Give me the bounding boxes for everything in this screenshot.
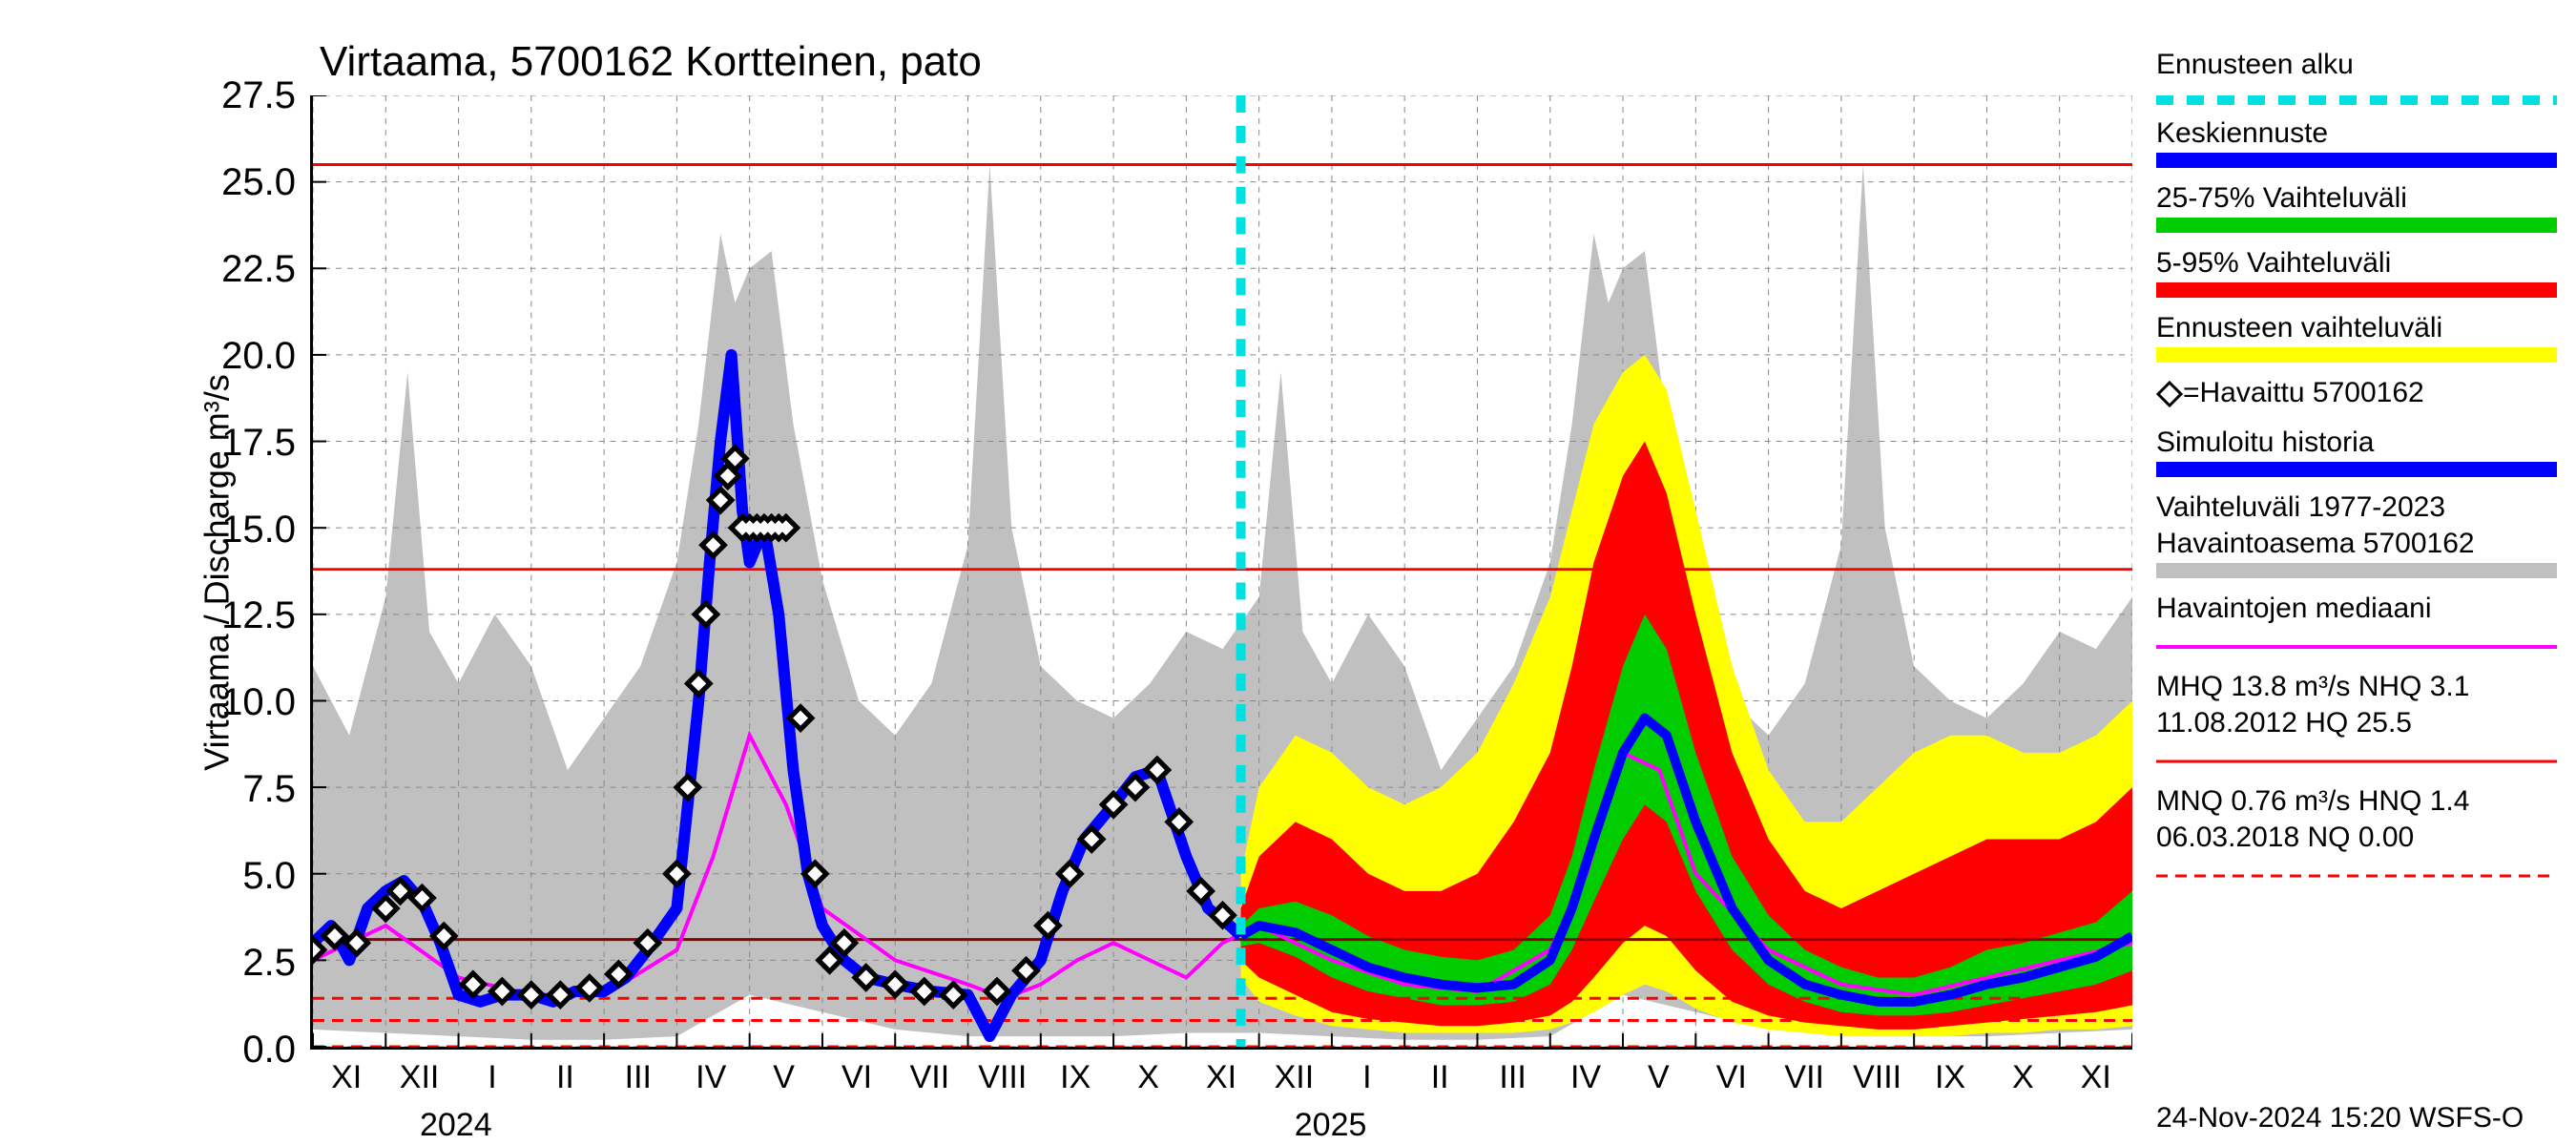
x-tick-label: X <box>1137 1059 1159 1096</box>
x-tick-label: IX <box>1060 1059 1091 1096</box>
y-tick-label: 10.0 <box>143 681 296 724</box>
x-year-1: 2024 <box>420 1107 492 1144</box>
legend-hist-range-a: Vaihteluväli 1977-2023 <box>2156 490 2557 525</box>
y-tick-label: 27.5 <box>143 74 296 117</box>
legend-observed: =Havaittu 5700162 <box>2156 376 2557 410</box>
legend-swatch-sim-history <box>2156 462 2557 477</box>
x-tick-label: VI <box>841 1059 872 1096</box>
x-year-2: 2025 <box>1295 1107 1367 1144</box>
legend-mean-forecast: Keskiennuste <box>2156 116 2557 151</box>
legend-band-5-95: 5-95% Vaihteluväli <box>2156 246 2557 281</box>
legend-band-25-75: 25-75% Vaihteluväli <box>2156 181 2557 216</box>
chart-container: { "title": "Virtaama, 5700162 Kortteinen… <box>0 0 2576 1145</box>
x-tick-label: II <box>556 1059 574 1096</box>
legend-mhq-b: 11.08.2012 HQ 25.5 <box>2156 706 2557 740</box>
x-tick-label: III <box>625 1059 652 1096</box>
x-tick-label: V <box>1648 1059 1670 1096</box>
y-tick-label: 0.0 <box>143 1029 296 1072</box>
legend: Ennusteen alku Keskiennuste 25-75% Vaiht… <box>2156 48 2557 889</box>
x-tick-label: I <box>1362 1059 1371 1096</box>
legend-mnq-b: 06.03.2018 NQ 0.00 <box>2156 821 2557 855</box>
x-tick-label: X <box>2012 1059 2034 1096</box>
x-tick-label: XI <box>2081 1059 2111 1096</box>
x-tick-label: XI <box>1206 1059 1236 1096</box>
legend-mnq-a: MNQ 0.76 m³/s HNQ 1.4 <box>2156 784 2557 819</box>
x-tick-label: II <box>1431 1059 1449 1096</box>
legend-swatch-mnq <box>2156 857 2557 889</box>
x-tick-label: VI <box>1716 1059 1747 1096</box>
legend-swatch-mhq <box>2156 742 2557 775</box>
legend-mhq-a: MHQ 13.8 m³/s NHQ 3.1 <box>2156 670 2557 704</box>
x-tick-label: VIII <box>1853 1059 1901 1096</box>
x-tick-label: I <box>488 1059 496 1096</box>
x-tick-label: V <box>773 1059 795 1096</box>
legend-swatch-forecast-range <box>2156 347 2557 363</box>
y-tick-label: 20.0 <box>143 335 296 378</box>
x-tick-label: IV <box>696 1059 726 1096</box>
legend-swatch-hist-range <box>2156 563 2557 578</box>
chart-title: Virtaama, 5700162 Kortteinen, pato <box>320 38 982 86</box>
legend-sim-history: Simuloitu historia <box>2156 426 2557 460</box>
legend-swatch-forecast-start <box>2156 84 2557 116</box>
x-tick-label: IX <box>1935 1059 1965 1096</box>
y-tick-label: 22.5 <box>143 248 296 291</box>
x-tick-label: VII <box>910 1059 950 1096</box>
x-tick-label: XII <box>400 1059 440 1096</box>
x-tick-label: III <box>1499 1059 1526 1096</box>
x-tick-label: VII <box>1784 1059 1824 1096</box>
footer-timestamp: 24-Nov-2024 15:20 WSFS-O <box>2156 1102 2524 1135</box>
y-tick-label: 12.5 <box>143 594 296 637</box>
x-tick-label: IV <box>1570 1059 1601 1096</box>
y-tick-label: 15.0 <box>143 509 296 552</box>
legend-swatch-mean-forecast <box>2156 153 2557 168</box>
legend-swatch-5-95 <box>2156 282 2557 298</box>
x-tick-label: XI <box>331 1059 362 1096</box>
y-tick-label: 5.0 <box>143 855 296 898</box>
legend-swatch-obs-median <box>2156 628 2557 660</box>
y-tick-label: 2.5 <box>143 942 296 985</box>
y-tick-label: 7.5 <box>143 768 296 811</box>
y-tick-label: 17.5 <box>143 422 296 465</box>
x-tick-label: VIII <box>978 1059 1027 1096</box>
plot-area <box>310 95 2132 1050</box>
legend-swatch-25-75 <box>2156 218 2557 233</box>
legend-forecast-range: Ennusteen vaihteluväli <box>2156 311 2557 345</box>
legend-hist-range-b: Havaintoasema 5700162 <box>2156 527 2557 561</box>
legend-forecast-start: Ennusteen alku <box>2156 48 2557 82</box>
legend-obs-median: Havaintojen mediaani <box>2156 592 2557 626</box>
y-tick-label: 25.0 <box>143 161 296 204</box>
x-tick-label: XII <box>1275 1059 1315 1096</box>
legend-observed-label: =Havaittu 5700162 <box>2183 377 2424 408</box>
